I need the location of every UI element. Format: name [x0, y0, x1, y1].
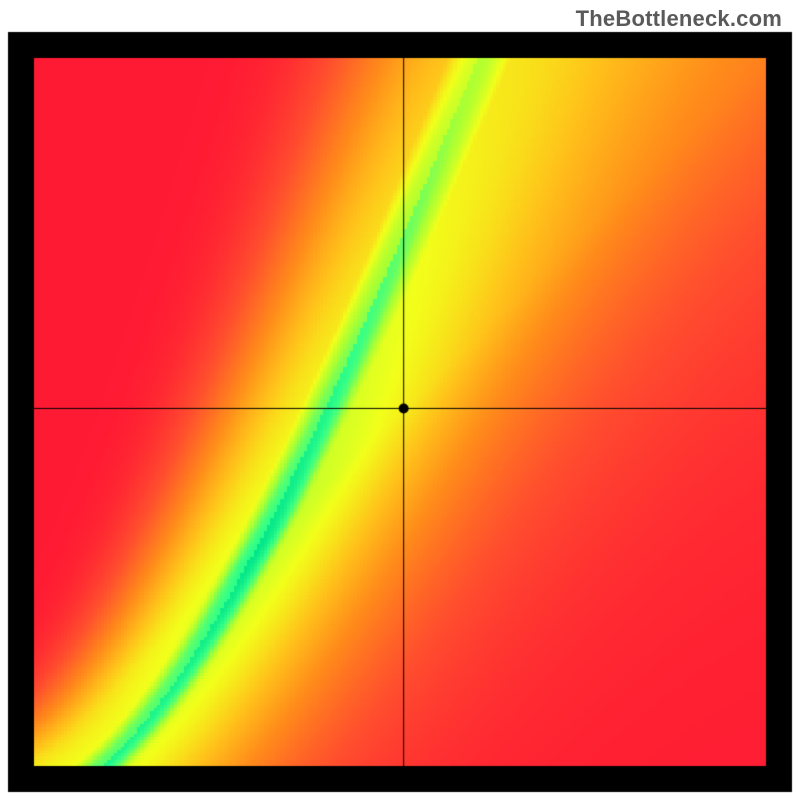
heatmap-canvas: [0, 0, 800, 800]
watermark-text: TheBottleneck.com: [576, 6, 782, 32]
chart-container: TheBottleneck.com: [0, 0, 800, 800]
